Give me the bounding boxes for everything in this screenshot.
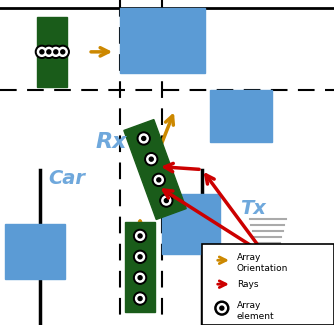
Bar bbox=[37, 17, 67, 87]
Text: Array
element: Array element bbox=[237, 301, 275, 320]
Circle shape bbox=[134, 271, 147, 284]
Circle shape bbox=[136, 294, 145, 303]
Text: Rays: Rays bbox=[237, 280, 258, 289]
Circle shape bbox=[160, 194, 173, 207]
Bar bbox=[202, 244, 334, 325]
Circle shape bbox=[42, 45, 55, 58]
Circle shape bbox=[61, 50, 65, 54]
Circle shape bbox=[152, 173, 165, 186]
Bar bbox=[124, 120, 186, 219]
Circle shape bbox=[136, 273, 145, 282]
Circle shape bbox=[157, 178, 161, 182]
Circle shape bbox=[220, 306, 224, 310]
Text: Tx: Tx bbox=[240, 200, 266, 218]
Circle shape bbox=[40, 50, 44, 54]
Circle shape bbox=[138, 297, 142, 301]
Circle shape bbox=[142, 137, 146, 141]
Circle shape bbox=[136, 252, 145, 261]
Circle shape bbox=[138, 276, 142, 280]
Circle shape bbox=[145, 153, 158, 166]
Circle shape bbox=[134, 230, 147, 243]
Circle shape bbox=[138, 255, 142, 259]
Text: Rx: Rx bbox=[95, 132, 127, 152]
Bar bbox=[210, 90, 272, 141]
Circle shape bbox=[215, 301, 229, 315]
Bar bbox=[162, 194, 220, 254]
Circle shape bbox=[56, 45, 69, 58]
Circle shape bbox=[51, 47, 60, 56]
Circle shape bbox=[54, 50, 58, 54]
Text: Array
Orientation: Array Orientation bbox=[237, 253, 288, 273]
Circle shape bbox=[164, 199, 168, 202]
Circle shape bbox=[136, 231, 145, 240]
Circle shape bbox=[35, 45, 48, 58]
Circle shape bbox=[217, 304, 226, 313]
Circle shape bbox=[138, 234, 142, 238]
Circle shape bbox=[58, 47, 67, 56]
Circle shape bbox=[47, 50, 51, 54]
Circle shape bbox=[49, 45, 62, 58]
Circle shape bbox=[139, 134, 148, 143]
Circle shape bbox=[37, 47, 46, 56]
Bar bbox=[5, 224, 65, 279]
Circle shape bbox=[149, 157, 153, 161]
Bar bbox=[120, 8, 205, 73]
Text: Car: Car bbox=[48, 170, 85, 188]
Circle shape bbox=[44, 47, 53, 56]
Bar bbox=[125, 222, 155, 312]
Circle shape bbox=[147, 155, 156, 164]
Circle shape bbox=[154, 175, 163, 185]
Circle shape bbox=[162, 196, 171, 205]
Circle shape bbox=[134, 250, 147, 263]
Circle shape bbox=[137, 132, 150, 145]
Circle shape bbox=[134, 292, 147, 305]
